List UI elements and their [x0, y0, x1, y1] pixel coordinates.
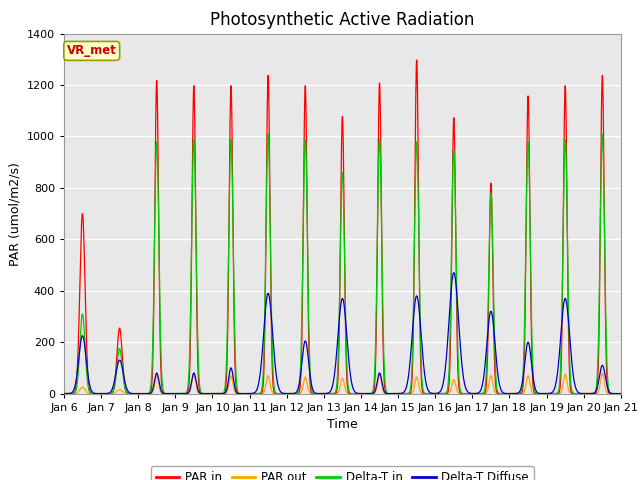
Legend: PAR in, PAR out, Delta-T in, Delta-T Diffuse: PAR in, PAR out, Delta-T in, Delta-T Dif… — [151, 466, 534, 480]
Title: Photosynthetic Active Radiation: Photosynthetic Active Radiation — [210, 11, 475, 29]
Y-axis label: PAR (umol/m2/s): PAR (umol/m2/s) — [8, 162, 21, 265]
X-axis label: Time: Time — [327, 418, 358, 431]
Text: VR_met: VR_met — [67, 44, 116, 58]
